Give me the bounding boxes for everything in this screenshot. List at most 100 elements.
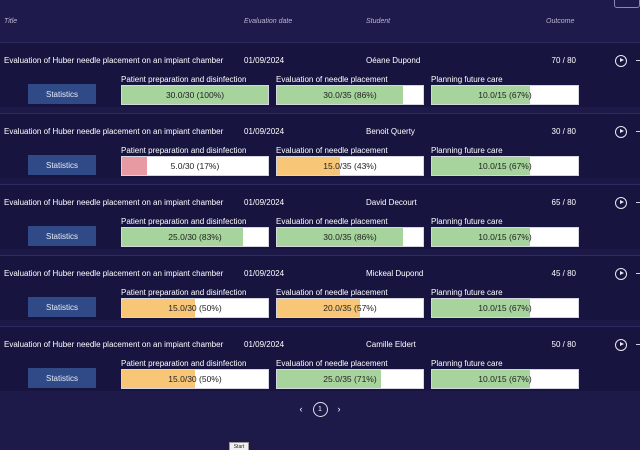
score-text: 10.0/15 (67%): [478, 303, 532, 313]
row-evaluation-date: 01/09/2024: [244, 340, 285, 349]
play-icon[interactable]: [615, 268, 627, 280]
criterion-label: Patient preparation and disinfection: [121, 75, 247, 84]
score-bar-fill: [277, 299, 361, 317]
score-bar-fill: [432, 157, 530, 175]
score-bar: 15.0/35 (43%): [276, 156, 424, 176]
score-text: 30.0/35 (86%): [323, 90, 377, 100]
row-evaluation-date: 01/09/2024: [244, 56, 285, 65]
previous-page-icon[interactable]: ‹: [299, 404, 303, 414]
criterion-label: Patient preparation and disinfection: [121, 146, 247, 155]
criterion-label: Evaluation of needle placement: [276, 359, 388, 368]
header-evaluation-date: Evaluation date: [244, 18, 293, 25]
start-button[interactable]: Start: [229, 442, 249, 450]
table-row: Evaluation of Huber needle placement on …: [0, 326, 640, 391]
score-text: 10.0/15 (67%): [478, 374, 532, 384]
score-text: 25.0/30 (83%): [168, 232, 222, 242]
row-title: Evaluation of Huber needle placement on …: [4, 340, 224, 349]
row-outcome: 65 / 80: [551, 198, 576, 207]
row-outcome: 70 / 80: [551, 56, 576, 65]
score-text: 20.0/35 (57%): [323, 303, 377, 313]
score-bar: 20.0/35 (57%): [276, 298, 424, 318]
score-bar-fill: [277, 86, 403, 104]
criterion-label: Planning future care: [431, 75, 503, 84]
score-text: 5.0/30 (17%): [170, 161, 220, 171]
page-number-button[interactable]: 1: [312, 401, 328, 417]
header-outcome: Outcome: [546, 18, 575, 25]
score-bar-fill: [432, 86, 530, 104]
criterion-label: Evaluation of needle placement: [276, 217, 388, 226]
criterion-label: Evaluation of needle placement: [276, 146, 388, 155]
score-bar-fill: [122, 157, 147, 175]
row-menu-icon[interactable]: [636, 60, 640, 61]
score-bar-fill: [432, 370, 530, 388]
play-icon[interactable]: [615, 197, 627, 209]
row-title: Evaluation of Huber needle placement on …: [4, 56, 224, 65]
pagination: ‹ 1 ›: [0, 401, 640, 417]
table-header: Title Evaluation date Student Outcome: [0, 0, 640, 42]
row-student: David Decourt: [366, 198, 417, 207]
row-menu-icon[interactable]: [636, 273, 640, 274]
row-title: Evaluation of Huber needle placement on …: [4, 269, 224, 278]
statistics-button[interactable]: Statistics: [28, 155, 96, 175]
statistics-button[interactable]: Statistics: [28, 226, 96, 246]
row-menu-icon[interactable]: [636, 202, 640, 203]
row-evaluation-date: 01/09/2024: [244, 198, 285, 207]
row-menu-icon[interactable]: [636, 131, 640, 132]
row-title: Evaluation of Huber needle placement on …: [4, 198, 224, 207]
score-bar-fill: [122, 86, 268, 104]
criterion-label: Patient preparation and disinfection: [121, 288, 247, 297]
score-bar: 30.0/35 (86%): [276, 85, 424, 105]
criterion-label: Patient preparation and disinfection: [121, 359, 247, 368]
score-bar: 15.0/30 (50%): [121, 298, 269, 318]
score-text: 30.0/35 (86%): [323, 232, 377, 242]
statistics-button[interactable]: Statistics: [28, 368, 96, 388]
play-icon[interactable]: [615, 126, 627, 138]
score-bar: 10.0/15 (67%): [431, 156, 579, 176]
score-bar: 5.0/30 (17%): [121, 156, 269, 176]
table-row: Evaluation of Huber needle placement on …: [0, 255, 640, 320]
row-student: Oéane Dupond: [366, 56, 421, 65]
score-bar-fill: [122, 299, 195, 317]
table-row: Evaluation of Huber needle placement on …: [0, 42, 640, 107]
row-student: Benoit Querty: [366, 127, 415, 136]
table-row: Evaluation of Huber needle placement on …: [0, 113, 640, 178]
row-outcome: 30 / 80: [551, 127, 576, 136]
statistics-button[interactable]: Statistics: [28, 84, 96, 104]
row-menu-icon[interactable]: [636, 344, 640, 345]
score-bar: 25.0/30 (83%): [121, 227, 269, 247]
score-bar: 15.0/30 (50%): [121, 369, 269, 389]
row-student: Mickeal Dupond: [366, 269, 424, 278]
score-bar-fill: [122, 370, 195, 388]
next-page-icon[interactable]: ›: [337, 404, 341, 414]
criterion-label: Evaluation of needle placement: [276, 288, 388, 297]
score-bar: 10.0/15 (67%): [431, 227, 579, 247]
score-bar-fill: [277, 370, 381, 388]
score-bar: 30.0/35 (86%): [276, 227, 424, 247]
statistics-button[interactable]: Statistics: [28, 297, 96, 317]
score-bar: 25.0/35 (71%): [276, 369, 424, 389]
score-bar: 10.0/15 (67%): [431, 369, 579, 389]
score-text: 15.0/30 (50%): [168, 303, 222, 313]
row-evaluation-date: 01/09/2024: [244, 269, 285, 278]
play-icon[interactable]: [615, 55, 627, 67]
score-text: 10.0/15 (67%): [478, 90, 532, 100]
score-text: 15.0/35 (43%): [323, 161, 377, 171]
criterion-label: Evaluation of needle placement: [276, 75, 388, 84]
score-text: 25.0/35 (71%): [323, 374, 377, 384]
header-title: Title: [4, 18, 18, 25]
criterion-label: Planning future care: [431, 288, 503, 297]
score-text: 10.0/15 (67%): [478, 161, 532, 171]
score-bar-fill: [122, 228, 244, 246]
score-text: 30.0/30 (100%): [165, 90, 225, 100]
row-student: Camille Eldert: [366, 340, 416, 349]
score-bar-fill: [432, 228, 530, 246]
score-text: 10.0/15 (67%): [478, 232, 532, 242]
header-student: Student: [366, 18, 391, 25]
score-bar-fill: [277, 157, 340, 175]
row-evaluation-date: 01/09/2024: [244, 127, 285, 136]
play-icon[interactable]: [615, 339, 627, 351]
table-row: Evaluation of Huber needle placement on …: [0, 184, 640, 249]
criterion-label: Planning future care: [431, 359, 503, 368]
score-text: 15.0/30 (50%): [168, 374, 222, 384]
score-bar: 30.0/30 (100%): [121, 85, 269, 105]
